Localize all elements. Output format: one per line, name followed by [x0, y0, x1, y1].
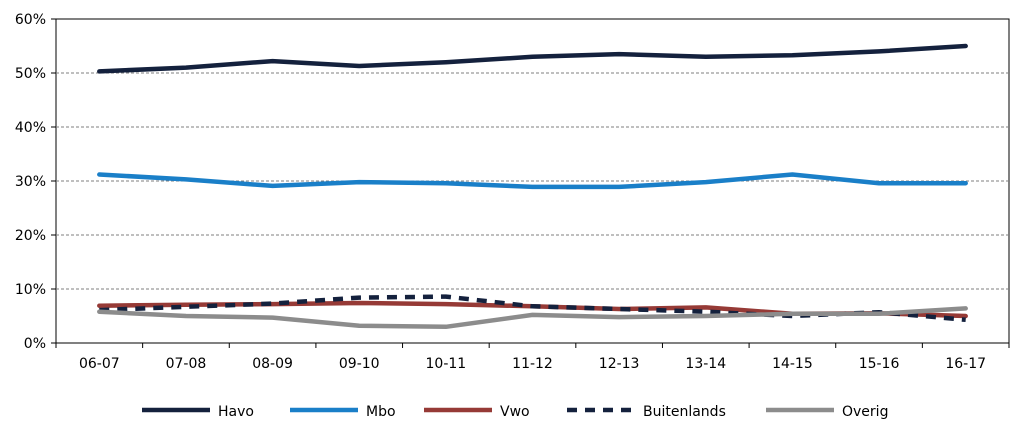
y-axis-ticks: 0% 10% 20% 30% 40% 50% 60%	[15, 12, 56, 352]
x-axis-ticks: 06-07 07-08 08-09 09-10 10-11 11-12 12-13 13-14…	[55, 343, 1010, 372]
x-tick-label: 13-14	[685, 356, 726, 372]
y-tick-label: 50%	[15, 66, 46, 82]
legend-label-vwo: Vwo	[500, 404, 530, 420]
gridlines	[56, 72, 1009, 290]
legend-label-havo: Havo	[218, 404, 254, 420]
y-tick-label: 0%	[24, 336, 46, 352]
y-tick-label: 30%	[15, 174, 46, 190]
x-tick-label: 16-17	[945, 356, 986, 372]
x-tick-label: 08-09	[252, 356, 293, 372]
x-tick-label: 15-16	[859, 356, 900, 372]
series-lines	[97, 43, 968, 330]
x-tick-label: 06-07	[79, 356, 120, 372]
x-tick-label: 07-08	[166, 356, 207, 372]
series-line-havo	[97, 43, 968, 74]
x-tick-label: 14-15	[772, 356, 813, 372]
legend-label-mbo: Mbo	[366, 404, 396, 420]
series-line-mbo	[97, 172, 968, 190]
x-tick-label: 12-13	[599, 356, 640, 372]
y-tick-label: 40%	[15, 120, 46, 136]
x-tick-label: 10-11	[426, 356, 467, 372]
legend-label-overig: Overig	[842, 404, 888, 420]
y-tick-label: 10%	[15, 282, 46, 298]
x-tick-label: 11-12	[512, 356, 553, 372]
y-tick-label: 20%	[15, 228, 46, 244]
x-tick-label: 09-10	[339, 356, 380, 372]
series-line-overig	[97, 306, 968, 330]
legend: Havo Mbo Vwo Buitenlands Overig	[142, 404, 888, 420]
y-tick-label: 60%	[15, 12, 46, 28]
legend-label-buitenlands: Buitenlands	[643, 404, 726, 420]
